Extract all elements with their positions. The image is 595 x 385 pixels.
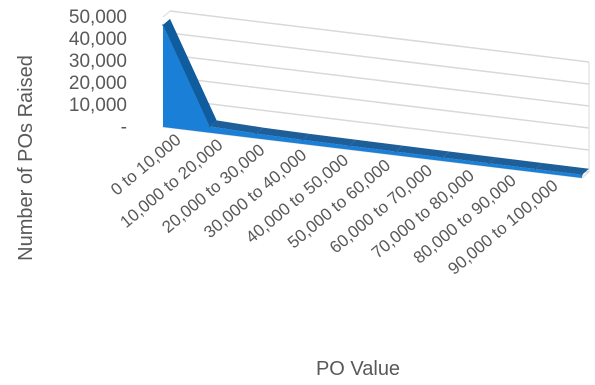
data-point-3 — [301, 139, 304, 141]
y-tick-label: 10,000 — [69, 95, 127, 116]
gridline-2 — [169, 76, 590, 129]
area-top-segment-8 — [535, 163, 589, 175]
area-series — [162, 19, 589, 178]
y-tick-label: 20,000 — [69, 73, 127, 94]
area-top-segment-4 — [349, 139, 403, 152]
data-point-2 — [255, 132, 257, 135]
gridline-1 — [169, 98, 590, 151]
area-top-segment-3 — [302, 133, 357, 146]
data-point-0 — [162, 24, 164, 26]
y-tick-label: 40,000 — [69, 29, 127, 50]
area-front-face — [163, 25, 582, 178]
x-axis-label: PO Value — [316, 358, 400, 380]
area-top-segment-2 — [256, 127, 310, 140]
y-tick-label: 30,000 — [69, 51, 127, 72]
gridline-3 — [169, 54, 590, 107]
data-point-9 — [581, 173, 583, 176]
area-top-segment-1 — [209, 120, 264, 134]
y-tick-label: 50,000 — [69, 7, 127, 28]
data-point-5 — [394, 150, 397, 153]
gridline-4 — [169, 32, 590, 85]
data-point-6 — [441, 156, 444, 159]
gridline-side-5 — [162, 10, 171, 18]
area-top-segment-6 — [442, 151, 496, 164]
gridline-5 — [169, 10, 590, 63]
area-peak-shade — [163, 19, 217, 127]
y-tick-label: - — [121, 117, 127, 138]
y-axis-label: Number of POs Raised — [15, 55, 37, 261]
data-point-1 — [208, 125, 211, 128]
data-point-7 — [488, 162, 490, 165]
area-top-segment-5 — [395, 145, 450, 158]
area-top-segment-7 — [488, 157, 543, 170]
data-point-4 — [348, 144, 351, 147]
data-point-8 — [534, 168, 537, 170]
